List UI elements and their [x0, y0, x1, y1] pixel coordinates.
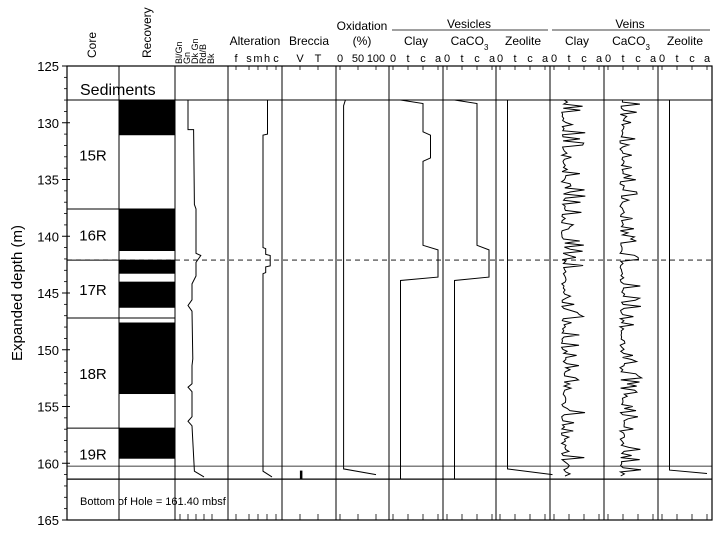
alteration-tick: s [246, 53, 252, 65]
alteration-tick: f [234, 53, 238, 65]
alteration-tick: c [273, 53, 279, 65]
y-tick-label: 135 [37, 173, 59, 188]
core-label: 17R [79, 282, 107, 299]
semiquant-tick: 0 [390, 53, 396, 65]
semiquant-tick: a [489, 53, 496, 65]
y-tick-label: 160 [37, 456, 59, 471]
breccia-mark [299, 470, 303, 479]
sediments-label: Sediments [80, 82, 156, 99]
semiquant-tick: t [567, 53, 570, 65]
oxidation-header: (%) [353, 34, 372, 48]
semiquant-tick: t [513, 53, 516, 65]
depth-axis: Expanded depth (m) 125 130 135 140 145 150 155… [9, 59, 70, 528]
oxidation-tick: 100 [367, 53, 385, 65]
core-label: 18R [79, 366, 107, 383]
color-tick-label: Gn [182, 52, 192, 64]
color-tick-label: Rd/B [198, 44, 208, 64]
y-tick-label: 155 [37, 400, 59, 415]
semiquant-tick: a [650, 53, 657, 65]
semiquant-tick: c [474, 53, 480, 65]
semiquant-tick: a [435, 53, 442, 65]
oxidation-tick: 0 [337, 53, 343, 65]
subcolumn-header: Clay [565, 34, 589, 48]
semiquant-tick: 0 [605, 53, 611, 65]
y-tick-label: 145 [37, 286, 59, 301]
vesicle-zeolite-trace [507, 100, 553, 476]
subcolumn-header: CaCO3 [451, 34, 489, 52]
subcolumn-header: Zeolite [505, 34, 541, 48]
recovered-interval [119, 281, 175, 308]
alteration-trace [262, 100, 273, 478]
semiquant-tick: t [406, 53, 409, 65]
alteration-tick: h [264, 53, 270, 65]
core-labels: Sediments Bottom of Hole = 161.40 mbsf 1… [79, 82, 227, 508]
color-trace [187, 100, 205, 478]
recovered-interval [119, 428, 175, 459]
breccia-tick: T [315, 53, 322, 65]
veins-group-header: Veins [615, 17, 644, 31]
recovered-interval [119, 322, 175, 395]
semiquant-tick: c [581, 53, 587, 65]
semiquant-tick: c [527, 53, 533, 65]
oxidation-header: Oxidation [337, 19, 388, 33]
y-axis-label: Expanded depth (m) [9, 225, 26, 361]
alteration-tick: m [253, 53, 262, 65]
semiquant-tick: c [689, 53, 695, 65]
color-tick-label: Dk Gn [190, 38, 200, 64]
recovery-column-header: Recovery [140, 7, 154, 58]
subcolumn-header: Clay [404, 34, 428, 48]
semiquant-tick: t [460, 53, 463, 65]
subscript-3: 3 [484, 43, 489, 52]
semiquant-tick: a [596, 53, 603, 65]
alteration-header: Alteration [230, 34, 281, 48]
vein-zeolite-trace [669, 100, 708, 474]
semiquant-tick: c [420, 53, 426, 65]
semiquant-tick: 0 [444, 53, 450, 65]
semiquant-tick: 0 [551, 53, 557, 65]
y-tick-label: 150 [37, 343, 59, 358]
semiquant-tick: c [635, 53, 641, 65]
vesicles-group-header: Vesicles [447, 17, 491, 31]
core-label: 16R [79, 228, 107, 245]
vesicle-clay-trace [400, 99, 439, 480]
semiquant-tick: 0 [497, 53, 503, 65]
core-label: 19R [79, 447, 107, 464]
log-traces [119, 99, 708, 480]
color-tick-label: Bl/Gn [174, 41, 184, 64]
oxidation-trace [343, 99, 377, 476]
color-tick-label: Bk [206, 53, 216, 64]
y-tick-label: 140 [37, 229, 59, 244]
semiquant-tick: a [542, 53, 549, 65]
breccia-tick: V [296, 53, 304, 65]
recovered-interval [119, 100, 175, 136]
subcolumn-header: Zeolite [667, 34, 703, 48]
recovered-interval [119, 260, 175, 274]
vein-trace-4 [618, 99, 644, 477]
breccia-header: Breccia [289, 34, 329, 48]
semiquant-tick: t [621, 53, 624, 65]
subcolumn-header: CaCO3 [612, 34, 650, 52]
vein-trace-3 [560, 99, 586, 477]
vesicle-caco3-trace [454, 99, 490, 480]
bottom-of-hole-label: Bottom of Hole = 161.40 mbsf [80, 496, 227, 508]
y-tick-label: 125 [37, 59, 59, 74]
semiquant-tick: 0 [659, 53, 665, 65]
recovered-interval [119, 209, 175, 252]
y-tick-label: 165 [37, 513, 59, 528]
subscript-3: 3 [645, 43, 650, 52]
y-tick-label: 130 [37, 116, 59, 131]
semiquant-tick: t [675, 53, 678, 65]
core-label: 15R [79, 148, 107, 165]
semiquant-tick: a [704, 53, 711, 65]
core-column-header: Core [85, 32, 99, 58]
oxidation-tick: 50 [352, 53, 364, 65]
